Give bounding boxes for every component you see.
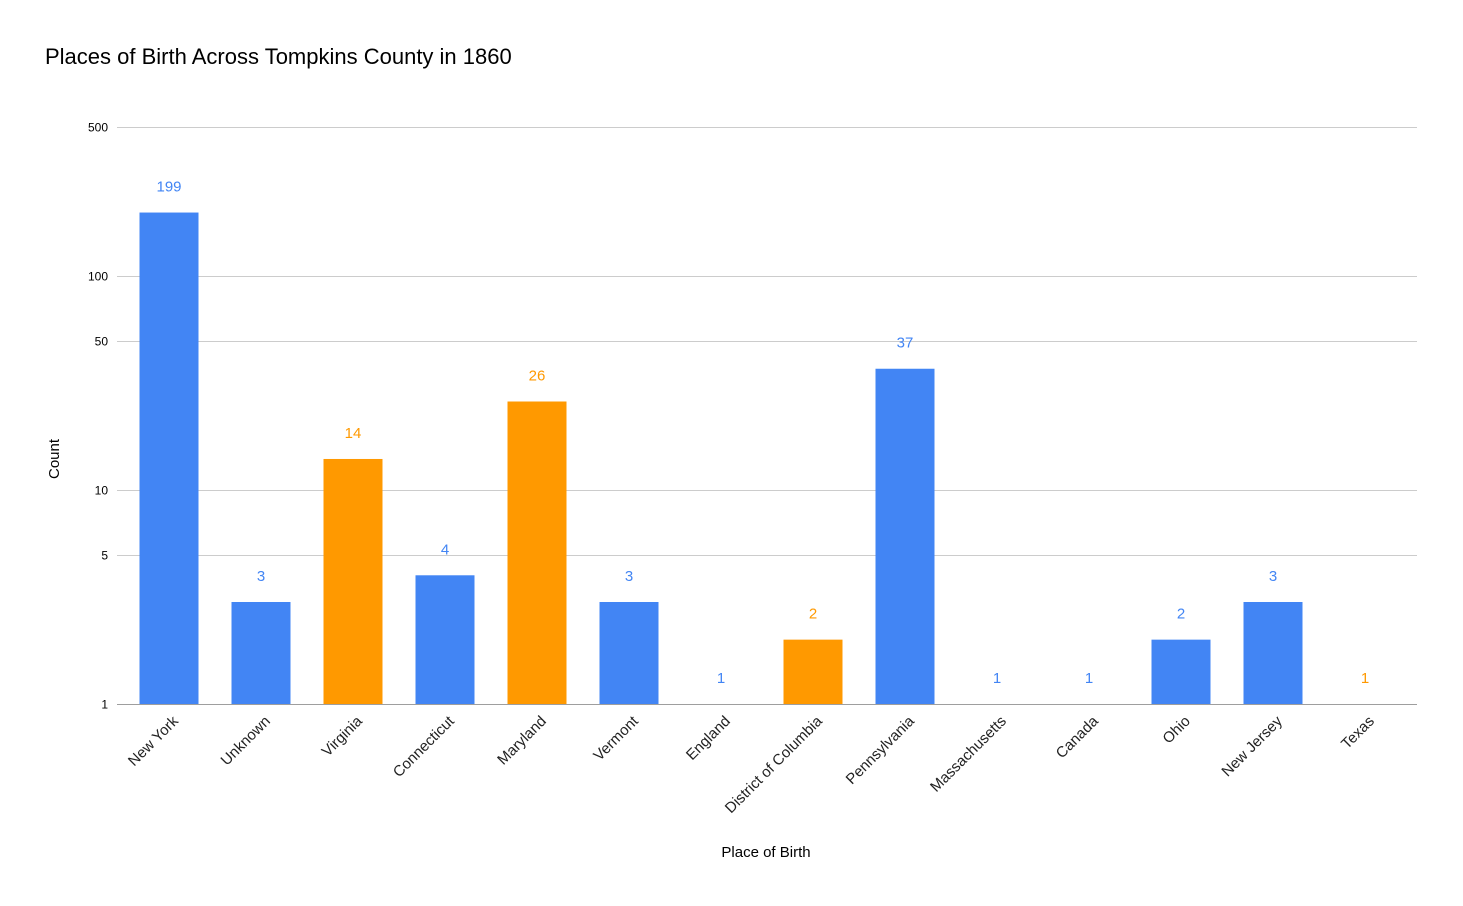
bar [599, 601, 659, 704]
x-tick-label: Connecticut [390, 712, 459, 781]
bar [1243, 601, 1303, 704]
y-tick-label: 100 [88, 270, 108, 284]
x-tick-label: District of Columbia [722, 712, 826, 816]
x-tick-label: Unknown [218, 713, 274, 769]
x-tick-label: Massachusetts [927, 713, 1010, 796]
bars [139, 212, 1303, 704]
x-tick-label: Texas [1338, 713, 1378, 753]
y-tick-label: 10 [95, 484, 109, 498]
x-tick-label: England [683, 713, 734, 764]
bar [1151, 639, 1211, 704]
data-label: 2 [809, 606, 817, 623]
x-tick-label: Virginia [319, 712, 367, 760]
bar [783, 639, 843, 704]
y-axis-title: Count [46, 438, 63, 479]
data-label: 4 [441, 541, 449, 558]
x-tick-label: Maryland [494, 713, 550, 769]
x-axis-title: Place of Birth [721, 844, 810, 861]
chart-title: Places of Birth Across Tompkins County i… [45, 44, 512, 69]
gridlines [117, 127, 1417, 705]
y-tick-label: 1 [101, 698, 108, 712]
y-axis-ticks: 1 5 10 50 100 500 [88, 121, 108, 712]
data-label: 1 [1361, 670, 1369, 687]
x-tick-label: Canada [1053, 712, 1103, 762]
bar [323, 458, 383, 704]
data-label: 37 [897, 335, 914, 352]
bar [415, 575, 475, 704]
data-label: 14 [345, 425, 362, 442]
data-label: 26 [529, 367, 546, 384]
bar [875, 368, 935, 704]
data-label: 2 [1177, 606, 1185, 623]
x-tick-label: Ohio [1159, 713, 1193, 747]
x-tick-label: New York [125, 712, 182, 769]
data-label: 3 [1269, 568, 1277, 585]
x-axis-ticks: New York Unknown Virginia Connecticut Maryla… [125, 712, 1378, 817]
bar [231, 601, 291, 704]
x-tick-label: New Jersey [1218, 712, 1286, 780]
y-tick-label: 500 [88, 121, 108, 135]
data-label: 1 [1085, 670, 1093, 687]
data-labels: 199 3 14 4 26 3 1 2 37 1 1 2 3 1 [156, 179, 1369, 687]
y-tick-label: 5 [101, 549, 108, 563]
bar [507, 401, 567, 704]
bar [139, 212, 199, 704]
data-label: 3 [257, 568, 265, 585]
x-tick-label: Vermont [590, 712, 642, 764]
data-label: 1 [717, 670, 725, 687]
y-tick-label: 50 [95, 335, 109, 349]
data-label: 199 [156, 179, 181, 196]
data-label: 3 [625, 568, 633, 585]
x-tick-label: Pennsylvania [843, 712, 919, 788]
data-label: 1 [993, 670, 1001, 687]
